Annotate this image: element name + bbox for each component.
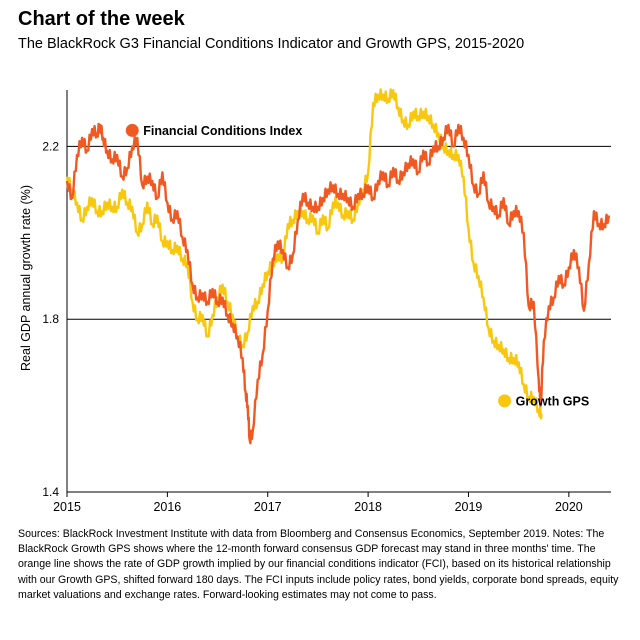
line-chart: 1.4 1.8 2.2 2015 2016 2017 2018 2019 2020 Financ… — [19, 88, 611, 514]
gps-marker — [498, 394, 512, 408]
x-tick-label: 2017 — [254, 500, 282, 514]
axes: 1.4 1.8 2.2 2015 2016 2017 2018 2019 2020 — [42, 90, 611, 514]
gridlines — [67, 145, 611, 320]
gps-series-label: Growth GPS — [516, 394, 590, 408]
fci-marker — [125, 123, 139, 137]
series-labels: Financial Conditions Index Growth GPS — [125, 123, 590, 408]
chart-notes: Sources: BlackRock Investment Institute … — [18, 528, 619, 601]
y-tick-label: 1.4 — [42, 485, 59, 499]
fci-series-label: Financial Conditions Index — [143, 124, 302, 138]
x-tick-label: 2018 — [354, 500, 382, 514]
gps-line — [65, 88, 543, 420]
y-tick-label: 2.2 — [42, 139, 59, 153]
y-tick-label: 1.8 — [42, 312, 59, 326]
x-tick-label: 2016 — [153, 500, 181, 514]
x-tick-label: 2020 — [555, 500, 583, 514]
chart-subtitle: The BlackRock G3 Financial Conditions In… — [18, 36, 525, 52]
y-axis-label: Real GDP annual growth rate (%) — [19, 185, 33, 371]
x-tick-label: 2019 — [455, 500, 483, 514]
x-tick-label: 2015 — [53, 500, 81, 514]
fci-line — [65, 122, 611, 445]
series-lines — [65, 88, 611, 445]
chart-title: Chart of the week — [18, 8, 185, 30]
